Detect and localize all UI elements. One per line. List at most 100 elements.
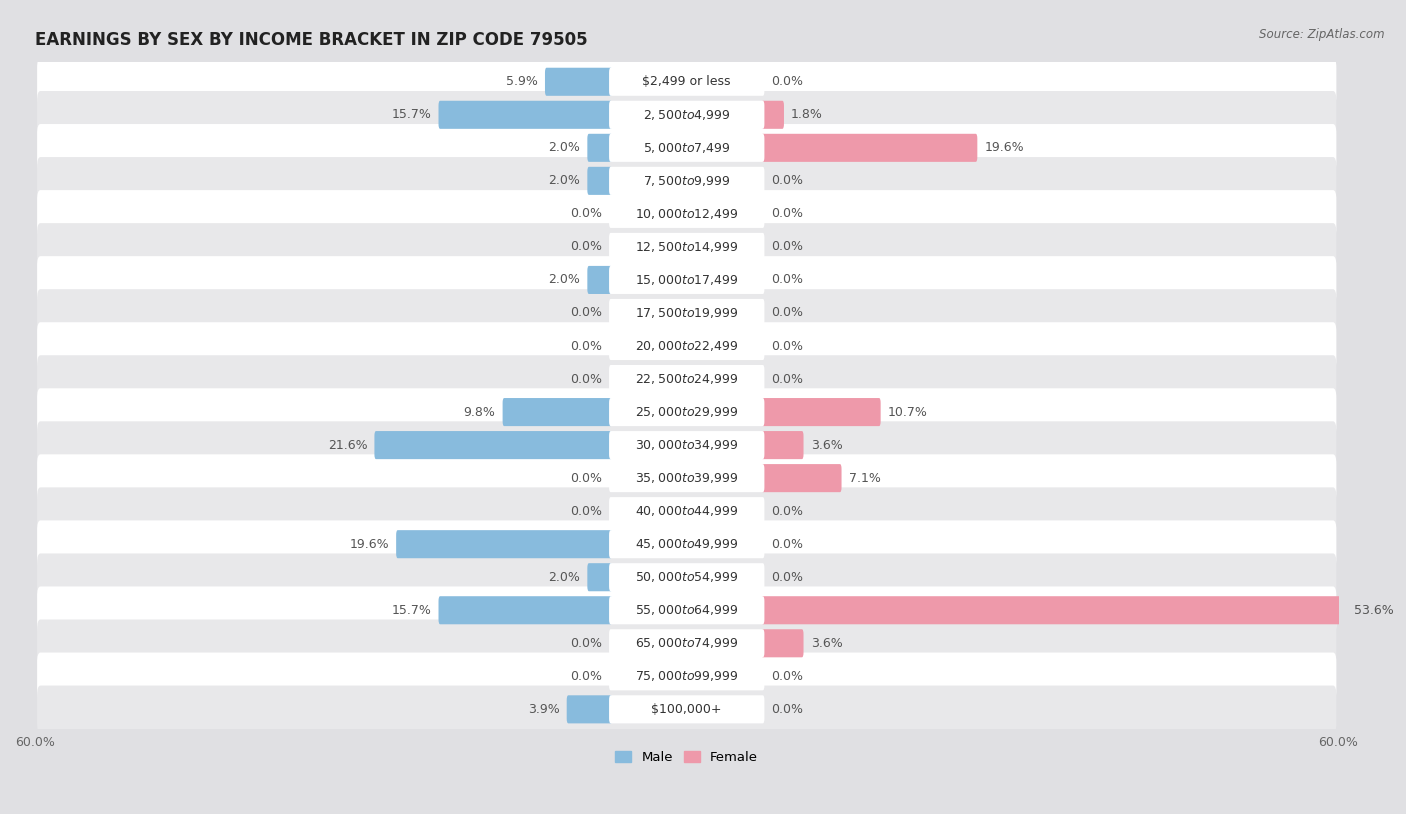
Text: 0.0%: 0.0%: [569, 373, 602, 386]
Text: 1.8%: 1.8%: [792, 108, 823, 121]
FancyBboxPatch shape: [37, 355, 1336, 403]
Text: 0.0%: 0.0%: [569, 240, 602, 253]
FancyBboxPatch shape: [37, 488, 1336, 535]
Text: $75,000 to $99,999: $75,000 to $99,999: [636, 669, 738, 683]
Text: $10,000 to $12,499: $10,000 to $12,499: [636, 207, 738, 221]
FancyBboxPatch shape: [609, 167, 765, 195]
FancyBboxPatch shape: [609, 431, 765, 459]
Legend: Male, Female: Male, Female: [610, 746, 763, 769]
FancyBboxPatch shape: [567, 695, 613, 724]
Text: $35,000 to $39,999: $35,000 to $39,999: [636, 471, 738, 485]
Text: $17,500 to $19,999: $17,500 to $19,999: [636, 306, 738, 320]
FancyBboxPatch shape: [609, 299, 765, 327]
Text: $20,000 to $22,499: $20,000 to $22,499: [636, 339, 738, 353]
Text: $12,500 to $14,999: $12,500 to $14,999: [636, 240, 738, 254]
FancyBboxPatch shape: [761, 133, 977, 162]
FancyBboxPatch shape: [546, 68, 613, 96]
Text: $30,000 to $34,999: $30,000 to $34,999: [636, 438, 738, 452]
Text: 15.7%: 15.7%: [392, 108, 432, 121]
FancyBboxPatch shape: [609, 530, 765, 558]
FancyBboxPatch shape: [609, 332, 765, 360]
FancyBboxPatch shape: [37, 223, 1336, 271]
Text: 0.0%: 0.0%: [772, 274, 803, 287]
FancyBboxPatch shape: [37, 157, 1336, 204]
FancyBboxPatch shape: [609, 101, 765, 129]
Text: 0.0%: 0.0%: [569, 471, 602, 484]
Text: $55,000 to $64,999: $55,000 to $64,999: [636, 603, 738, 617]
Text: 0.0%: 0.0%: [772, 538, 803, 551]
FancyBboxPatch shape: [502, 398, 613, 426]
Text: $2,499 or less: $2,499 or less: [643, 75, 731, 88]
FancyBboxPatch shape: [609, 695, 765, 724]
Text: 0.0%: 0.0%: [772, 505, 803, 518]
FancyBboxPatch shape: [37, 586, 1336, 634]
FancyBboxPatch shape: [609, 398, 765, 426]
Text: $40,000 to $44,999: $40,000 to $44,999: [636, 504, 738, 519]
Text: Source: ZipAtlas.com: Source: ZipAtlas.com: [1260, 28, 1385, 42]
FancyBboxPatch shape: [37, 653, 1336, 700]
FancyBboxPatch shape: [609, 464, 765, 492]
FancyBboxPatch shape: [609, 663, 765, 690]
FancyBboxPatch shape: [37, 256, 1336, 304]
FancyBboxPatch shape: [588, 563, 613, 591]
Text: 0.0%: 0.0%: [569, 637, 602, 650]
FancyBboxPatch shape: [609, 68, 765, 96]
FancyBboxPatch shape: [609, 233, 765, 261]
Text: 0.0%: 0.0%: [569, 505, 602, 518]
Text: 2.0%: 2.0%: [548, 571, 581, 584]
Text: 0.0%: 0.0%: [772, 373, 803, 386]
Text: EARNINGS BY SEX BY INCOME BRACKET IN ZIP CODE 79505: EARNINGS BY SEX BY INCOME BRACKET IN ZIP…: [35, 31, 588, 50]
Text: 0.0%: 0.0%: [772, 75, 803, 88]
FancyBboxPatch shape: [37, 619, 1336, 667]
Text: 2.0%: 2.0%: [548, 174, 581, 187]
Text: 3.6%: 3.6%: [811, 637, 842, 650]
FancyBboxPatch shape: [37, 388, 1336, 435]
Text: $45,000 to $49,999: $45,000 to $49,999: [636, 537, 738, 551]
Text: 5.9%: 5.9%: [506, 75, 538, 88]
Text: $7,500 to $9,999: $7,500 to $9,999: [643, 174, 731, 188]
Text: 0.0%: 0.0%: [772, 702, 803, 716]
FancyBboxPatch shape: [374, 431, 613, 459]
Text: 0.0%: 0.0%: [569, 339, 602, 352]
FancyBboxPatch shape: [37, 289, 1336, 337]
Text: $100,000+: $100,000+: [651, 702, 723, 716]
Text: $50,000 to $54,999: $50,000 to $54,999: [636, 571, 738, 584]
FancyBboxPatch shape: [37, 422, 1336, 469]
FancyBboxPatch shape: [609, 629, 765, 658]
FancyBboxPatch shape: [37, 124, 1336, 172]
FancyBboxPatch shape: [609, 133, 765, 162]
Text: 0.0%: 0.0%: [772, 670, 803, 683]
FancyBboxPatch shape: [37, 554, 1336, 601]
FancyBboxPatch shape: [609, 365, 765, 393]
Text: 7.1%: 7.1%: [849, 471, 880, 484]
FancyBboxPatch shape: [37, 685, 1336, 733]
Text: 10.7%: 10.7%: [887, 405, 928, 418]
FancyBboxPatch shape: [439, 101, 613, 129]
Text: 0.0%: 0.0%: [772, 208, 803, 221]
FancyBboxPatch shape: [37, 58, 1336, 106]
Text: 19.6%: 19.6%: [350, 538, 389, 551]
FancyBboxPatch shape: [396, 530, 613, 558]
Text: 2.0%: 2.0%: [548, 142, 581, 155]
Text: 2.0%: 2.0%: [548, 274, 581, 287]
Text: 0.0%: 0.0%: [569, 307, 602, 319]
FancyBboxPatch shape: [609, 200, 765, 228]
Text: 0.0%: 0.0%: [569, 208, 602, 221]
FancyBboxPatch shape: [761, 596, 1347, 624]
FancyBboxPatch shape: [609, 596, 765, 624]
FancyBboxPatch shape: [588, 167, 613, 195]
FancyBboxPatch shape: [588, 133, 613, 162]
Text: $65,000 to $74,999: $65,000 to $74,999: [636, 637, 738, 650]
Text: 0.0%: 0.0%: [772, 174, 803, 187]
Text: 0.0%: 0.0%: [772, 571, 803, 584]
FancyBboxPatch shape: [609, 266, 765, 294]
FancyBboxPatch shape: [609, 497, 765, 525]
FancyBboxPatch shape: [37, 322, 1336, 370]
Text: $2,500 to $4,999: $2,500 to $4,999: [643, 107, 731, 122]
FancyBboxPatch shape: [761, 431, 803, 459]
Text: 15.7%: 15.7%: [392, 604, 432, 617]
Text: 9.8%: 9.8%: [464, 405, 495, 418]
Text: $25,000 to $29,999: $25,000 to $29,999: [636, 405, 738, 419]
Text: 21.6%: 21.6%: [328, 439, 367, 452]
FancyBboxPatch shape: [37, 190, 1336, 238]
